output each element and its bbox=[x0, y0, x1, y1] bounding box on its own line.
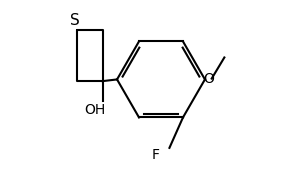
Text: F: F bbox=[152, 148, 160, 162]
Text: OH: OH bbox=[85, 103, 106, 117]
Text: O: O bbox=[203, 72, 214, 86]
Text: S: S bbox=[70, 13, 80, 28]
